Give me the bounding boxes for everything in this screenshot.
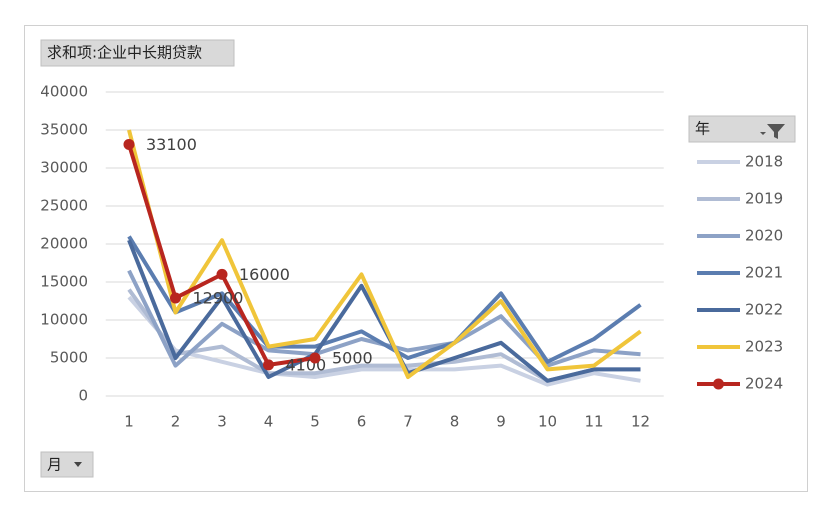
y-tick-label: 40000: [40, 83, 88, 101]
legend-label: 2022: [745, 301, 783, 319]
dropdown-arrow: [74, 462, 82, 467]
data-label: 5000: [332, 349, 373, 368]
legend-label: 2024: [745, 375, 783, 393]
value-field-button[interactable]: [40, 39, 235, 67]
legend-label: 2019: [745, 190, 783, 208]
series-line: [127, 129, 642, 379]
x-tick-label: 2: [171, 413, 181, 431]
x-tick-label: 9: [496, 413, 506, 431]
x-field-button[interactable]: [40, 451, 94, 478]
data-label: 33100: [146, 135, 197, 154]
series-line: [127, 295, 641, 387]
x-tick-label: 8: [450, 413, 460, 431]
chart-frame: [24, 25, 808, 492]
value-field-label: 求和项:企业中长期贷款: [47, 44, 202, 62]
series-line: [127, 235, 642, 364]
point-marker: [216, 268, 228, 280]
legend-label: 2021: [745, 264, 783, 282]
y-tick-label: 35000: [40, 121, 88, 139]
x-field-label: 月: [47, 456, 62, 474]
filter-icon: [760, 124, 785, 139]
x-tick-label: 4: [264, 413, 274, 431]
legend-marker: [713, 378, 724, 390]
data-label: 16000: [239, 265, 290, 284]
y-tick-label: 30000: [40, 159, 88, 177]
x-tick-label: 7: [403, 413, 413, 431]
x-tick-label: 1: [124, 413, 134, 431]
point-marker: [309, 352, 321, 364]
point-marker: [170, 292, 181, 304]
x-tick-label: 10: [538, 413, 557, 431]
y-tick-label: 5000: [50, 349, 88, 367]
x-tick-label: 3: [217, 413, 227, 431]
y-tick-label: 25000: [40, 197, 88, 215]
x-tick-label: 11: [584, 413, 603, 431]
legend-title: 年: [695, 120, 710, 138]
y-tick-label: 15000: [40, 273, 88, 291]
y-tick-label: 10000: [40, 311, 88, 329]
x-tick-label: 5: [310, 413, 320, 431]
legend-label: 2020: [745, 227, 783, 245]
point-marker: [123, 138, 135, 150]
point-marker: [263, 359, 274, 371]
y-tick-label: 20000: [40, 235, 88, 253]
x-tick-label: 6: [357, 413, 367, 431]
y-tick-label: 0: [78, 387, 88, 405]
x-tick-label: 12: [631, 413, 650, 431]
legend-label: 2018: [745, 153, 783, 171]
data-label: 12900: [193, 288, 244, 307]
legend-label: 2023: [745, 338, 783, 356]
